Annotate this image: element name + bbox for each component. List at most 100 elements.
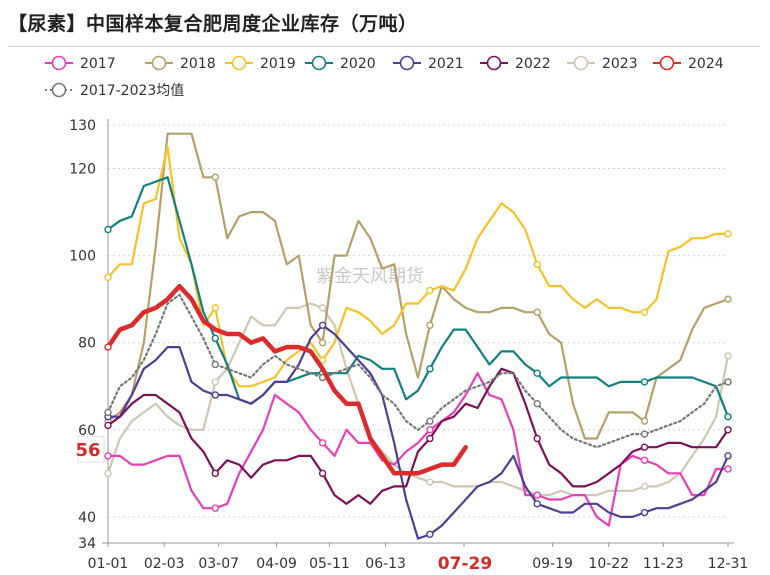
series-point-2022 [640,443,649,451]
chart-title: 【尿素】中国样本复合肥周度企业库存（万吨） [8,13,418,35]
series-point-2023 [724,352,732,360]
y-tick-label: 34 [78,536,96,552]
title-divider [8,46,760,47]
series-line-2020 [106,176,730,418]
y-tick-label: 130 [69,118,96,134]
series-point-2020 [104,225,112,234]
series-point-2017-2023均值 [211,360,220,369]
legend-item-2023[interactable]: 2023 [567,55,638,72]
series-point-2022 [533,434,541,443]
series-point-2023 [426,478,434,486]
series-point-2017 [533,491,541,499]
legend[interactable]: 2017 2018 2019 2020 2021 2022 2023 2024 2017-202… [45,55,724,99]
series-point-2017-2023均值 [426,417,434,425]
x-tick-label: 10-22 [588,556,629,572]
y-tick-label: 100 [69,249,96,265]
series-point-2021 [724,452,732,460]
series-point-2019 [724,230,732,238]
legend-item-2018[interactable]: 2018 [145,55,216,72]
series-point-2020 [724,413,732,421]
y-tick-label: 60 [78,423,96,439]
series-layer [104,132,732,540]
series-point-2017 [724,465,732,473]
series-point-2023 [211,378,220,386]
y-tick-label: 80 [78,336,96,352]
legend-swatch-marker [151,55,167,71]
series-point-2018 [724,295,732,303]
legend-swatch-marker [231,55,247,71]
series-point-2021 [640,508,649,517]
legend-item-2024[interactable]: 2024 [653,55,724,72]
highlight-x-bg [433,549,502,575]
series-line-2018 [106,132,730,440]
legend-swatch-marker [399,55,415,71]
series-point-2021 [211,391,220,399]
x-tick-label: 11-23 [643,556,684,572]
legend-swatch-marker [51,82,67,98]
legend-swatch-marker [659,55,675,71]
x-tick-label: 02-03 [144,556,185,572]
legend-swatch-marker [573,55,589,71]
legend-label: 2019 [260,56,296,72]
series-point-2020 [533,369,541,377]
y-tick-label: 120 [69,162,96,178]
x-tick-label: 01-01 [88,556,129,572]
series-point-2017 [640,456,649,464]
series-point-2022 [104,421,112,430]
highlight-y-bg [77,435,105,463]
legend-item-2021[interactable]: 2021 [393,55,464,72]
series-point-2022 [426,434,434,443]
x-tick-label: 05-11 [309,556,350,572]
series-point-2023 [640,482,649,491]
legend-item-2017-2023均值[interactable]: 2017-2023均值 [45,82,184,99]
legend-swatch-marker [51,55,67,71]
series-point-2018 [318,339,327,347]
series-point-2019 [318,356,327,364]
series-line-2023 [106,302,730,497]
series-line-2019 [106,145,730,388]
series-point-2017 [104,452,112,460]
x-tick-label: 06-13 [365,556,406,572]
y-tick-label: 40 [78,510,96,526]
legend-label: 2023 [602,56,638,72]
series-point-2020 [211,334,220,343]
x-tick-label: 03-07 [198,556,239,572]
series-point-2018 [533,308,541,316]
series-point-2022 [211,469,220,478]
legend-item-2017[interactable]: 2017 [45,55,116,72]
legend-item-2019[interactable]: 2019 [225,55,296,72]
series-point-2022 [724,426,732,434]
highlight-y-label: 56 [75,440,100,461]
series-point-2019 [211,304,220,312]
series-point-2023 [318,304,327,312]
legend-item-2022[interactable]: 2022 [480,55,551,72]
legend-label: 2021 [428,56,464,72]
series-point-2019 [426,286,434,295]
series-point-2020 [640,378,649,386]
legend-label: 2024 [688,56,724,72]
series-line-2017-2023均值 [106,293,730,449]
legend-label: 2017 [80,56,116,72]
series-point-2022 [318,469,327,478]
series-point-2017-2023均值 [640,430,649,438]
series-point-2018 [426,321,434,329]
series-point-2017-2023均值 [104,408,112,417]
series-line-2024 [105,283,468,476]
legend-label: 2017-2023均值 [80,83,184,99]
highlight-labels: 07-29 56 [75,435,502,575]
series-point-2020 [426,365,434,373]
x-tick-label: 04-09 [256,556,297,572]
series-point-2019 [104,273,112,282]
x-tick-label: 09-19 [532,556,573,572]
series-point-2018 [211,173,220,181]
series-point-2017 [318,439,327,447]
series-point-2017 [426,426,434,434]
series-point-2019 [640,308,649,316]
legend-label: 2020 [340,56,376,72]
series-point-2021 [426,530,434,538]
legend-item-2020[interactable]: 2020 [305,55,376,72]
series-point-2017-2023均值 [724,378,732,386]
series-point-2018 [640,417,649,425]
legend-swatch-marker [311,55,327,71]
